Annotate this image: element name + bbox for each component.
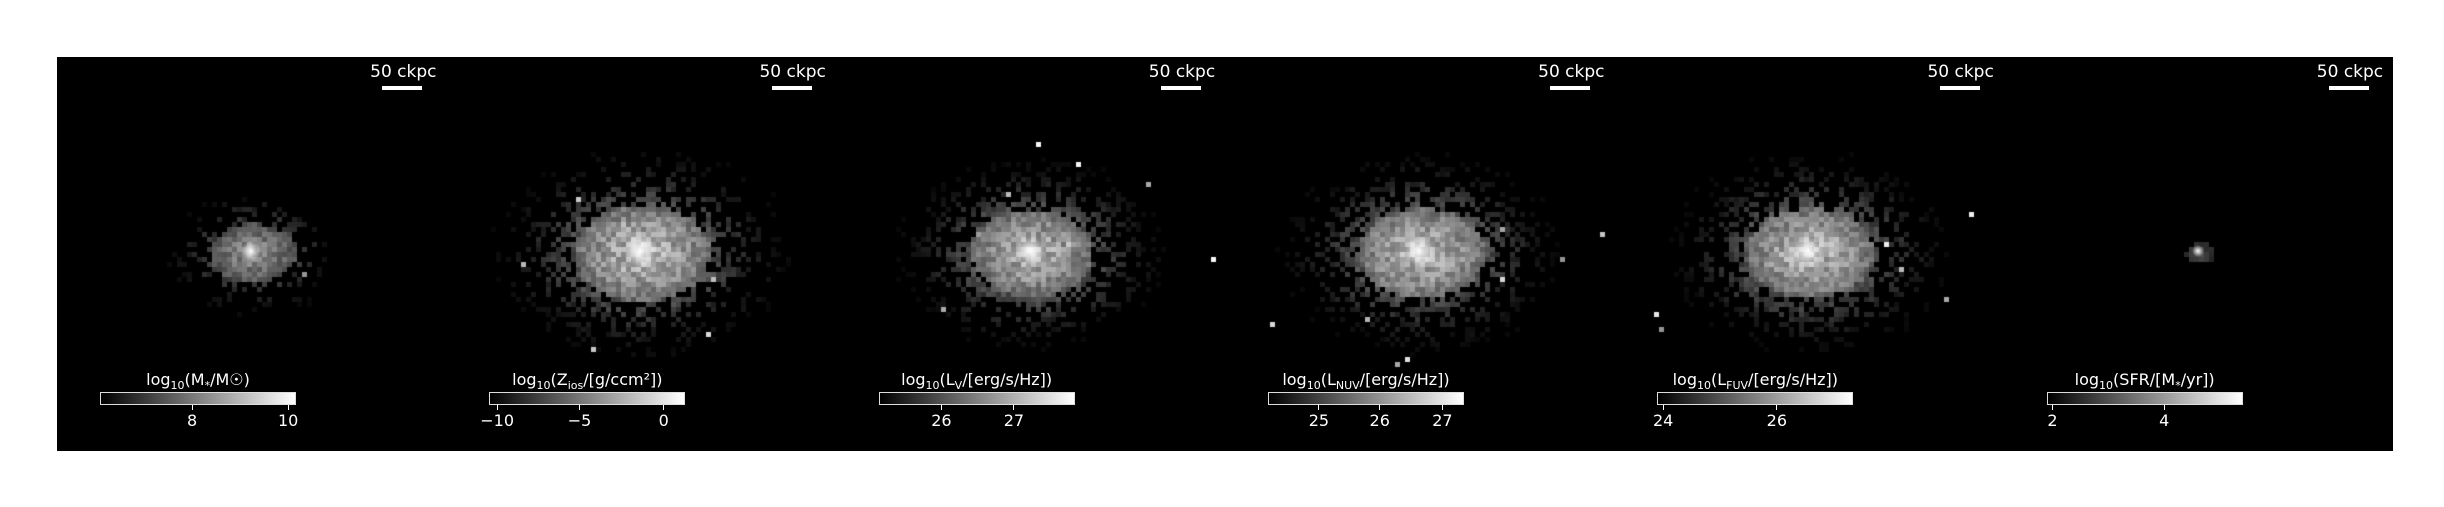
colorbar-ticks: 8 10	[100, 405, 298, 430]
colorbar: log10(Zios/[g/ccm²]) −10 −5 0	[480, 370, 686, 430]
colorbar-label: log10(M*/M☉)	[146, 370, 250, 393]
colorbar-tick: 26	[1747, 405, 1807, 430]
colorbar-tick: 4	[2134, 405, 2194, 430]
scale-bar	[382, 86, 423, 90]
colorbar-label: log10(LNUV/[erg/s/Hz])	[1282, 370, 1450, 393]
colorbar-tick-label: −10	[480, 411, 515, 430]
colorbar-gradient	[1657, 392, 1854, 405]
colorbar-tick-label: −5	[567, 411, 592, 430]
scale-bar	[2328, 86, 2369, 90]
panel-metallicity: 50 ckpc log10(Zios/[g/ccm²]) −10 −5 0	[446, 57, 836, 451]
image-strip: 50 ckpc log10(M*/M☉) 8 10 50 ckpc log10(Z…	[57, 57, 2393, 451]
scale-bar	[1550, 86, 1591, 90]
panel-fuv-luminosity: 50 ckpc log10(LFUV/[erg/s/Hz]) 24 26	[1614, 57, 2004, 451]
scale-bar-label: 50 ckpc	[759, 62, 826, 82]
colorbar: log10(LV/[erg/s/Hz]) 26 27	[878, 370, 1075, 430]
scale-bar	[771, 86, 812, 90]
colorbar-tick-label: 2	[2047, 411, 2058, 430]
scale-bar-label: 50 ckpc	[370, 62, 437, 82]
panel-stellar-mass: 50 ckpc log10(M*/M☉) 8 10	[57, 57, 447, 451]
colorbar-label: log10(LFUV/[erg/s/Hz])	[1672, 370, 1839, 393]
v-band-map	[835, 57, 1225, 451]
colorbar-tick: 8	[162, 405, 222, 430]
colorbar-tick: 26	[911, 405, 971, 430]
colorbar-tick: 27	[1412, 405, 1472, 430]
colorbar-tick: 26	[1350, 405, 1410, 430]
colorbar-tick-label: 25	[1308, 411, 1330, 430]
colorbar-tick-label: 26	[1369, 411, 1390, 430]
colorbar-gradient	[2046, 392, 2243, 405]
colorbar-tick: 0	[634, 405, 694, 430]
colorbar-gradient	[489, 392, 686, 405]
colorbar-tick-label: 4	[2159, 411, 2170, 430]
sfr-map	[2003, 57, 2393, 451]
colorbar-tick: 27	[984, 405, 1044, 430]
colorbar-tick-label: 24	[1653, 411, 1674, 430]
colorbar-ticks: −10 −5 0	[480, 405, 685, 430]
scale-bar-label: 50 ckpc	[2316, 62, 2384, 82]
colorbar: log10(M*/M☉) 8 10	[100, 370, 298, 430]
metallicity-map	[446, 57, 836, 451]
colorbar-gradient	[100, 392, 296, 405]
stellar-mass-map	[57, 57, 446, 451]
colorbar-label: log10(LV/[erg/s/Hz])	[901, 370, 1053, 393]
scale-bar	[1939, 86, 1980, 90]
colorbar-tick: 10	[258, 405, 318, 430]
colorbar-tick-label: 0	[658, 411, 669, 430]
colorbar-tick-label: 10	[277, 411, 299, 430]
colorbar-ticks: 25 26 27	[1268, 405, 1464, 430]
colorbar-tick-label: 27	[1432, 411, 1453, 430]
nuv-map	[1224, 57, 1614, 451]
colorbar-tick-label: 8	[187, 411, 198, 430]
colorbar-tick: 24	[1633, 405, 1693, 430]
colorbar-tick: −5	[549, 405, 609, 430]
fuv-map	[1614, 57, 2004, 451]
colorbar: log10(LNUV/[erg/s/Hz]) 25 26 27	[1267, 370, 1464, 430]
scale-bar	[1160, 86, 1201, 90]
colorbar-label: log10(Zios/[g/ccm²])	[512, 370, 663, 393]
panel-v-band-luminosity: 50 ckpc log10(LV/[erg/s/Hz]) 26 27	[835, 57, 1225, 451]
scale-bar-label: 50 ckpc	[1927, 62, 1994, 82]
colorbar-tick-label: 26	[1766, 411, 1788, 430]
panel-nuv-luminosity: 50 ckpc log10(LNUV/[erg/s/Hz]) 25 26 27	[1224, 57, 1615, 451]
scale-bar-label: 50 ckpc	[1538, 62, 1605, 82]
colorbar-ticks: 26 27	[879, 405, 1075, 430]
colorbar-tick: 2	[2023, 405, 2083, 430]
colorbar-ticks: 24 26	[1653, 405, 1853, 430]
colorbar-tick: 25	[1289, 405, 1349, 430]
colorbar: log10(LFUV/[erg/s/Hz]) 24 26	[1653, 370, 1854, 430]
colorbar-gradient	[878, 392, 1075, 405]
colorbar-tick: −10	[467, 405, 527, 430]
colorbar-gradient	[1267, 392, 1464, 405]
colorbar-label: log10(SFR/[M*/yr])	[2074, 370, 2215, 393]
scale-bar-label: 50 ckpc	[1148, 62, 1216, 82]
colorbar-tick-label: 26	[931, 411, 952, 430]
colorbar-tick-label: 27	[1003, 411, 1025, 430]
